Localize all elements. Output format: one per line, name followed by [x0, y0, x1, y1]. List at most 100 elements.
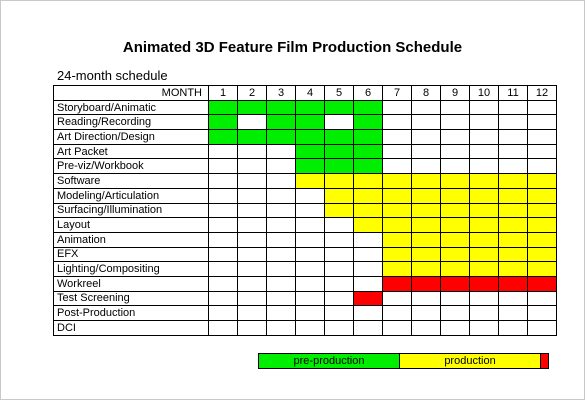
schedule-cell: [527, 320, 557, 336]
schedule-cell: [237, 129, 267, 145]
month-header-label: MONTH: [53, 85, 209, 101]
schedule-cell: [324, 261, 354, 277]
schedule-cell: [353, 261, 383, 277]
schedule-cell: [295, 320, 325, 336]
schedule-cell: [498, 231, 528, 248]
schedule-cell: [382, 129, 412, 145]
schedule-cell: [266, 275, 296, 292]
task-name: Reading/Recording: [53, 114, 209, 131]
task-row: Software: [53, 173, 557, 189]
schedule-cell: [353, 99, 383, 116]
schedule-cell: [498, 246, 528, 263]
task-row: Test Screening: [53, 290, 557, 307]
schedule-cell: [498, 320, 528, 336]
task-row: Storyboard/Animatic: [53, 99, 557, 116]
month-header-1: 1: [208, 85, 238, 101]
schedule-cell: [208, 305, 238, 321]
schedule-cell: [353, 143, 383, 160]
schedule-cell: [469, 129, 499, 145]
header-row: MONTH 1 2 3 4 5 6 7 8 9 10 11 12: [53, 85, 557, 101]
schedule-cell: [469, 158, 499, 175]
task-name: Lighting/Compositing: [53, 261, 209, 277]
schedule-cell: [382, 231, 412, 248]
schedule-cell: [208, 143, 238, 160]
schedule-cell: [498, 305, 528, 321]
schedule-cell: [440, 275, 470, 292]
schedule-cell: [498, 129, 528, 145]
schedule-cell: [237, 99, 267, 116]
schedule-cell: [295, 114, 325, 131]
schedule-cell: [324, 290, 354, 307]
schedule-cell: [527, 114, 557, 131]
schedule-cell: [237, 246, 267, 263]
schedule-cell: [266, 114, 296, 131]
schedule-cell: [208, 158, 238, 175]
schedule-cell: [353, 173, 383, 189]
month-header-11: 11: [498, 85, 528, 101]
month-header-3: 3: [266, 85, 296, 101]
schedule-cell: [295, 158, 325, 175]
task-row: Animation: [53, 231, 557, 248]
month-header-12: 12: [527, 85, 557, 101]
task-row: DCI: [53, 320, 557, 336]
schedule-cell: [237, 290, 267, 307]
schedule-cell: [440, 143, 470, 160]
schedule-cell: [237, 173, 267, 189]
schedule-cell: [266, 99, 296, 116]
schedule-cell: [498, 143, 528, 160]
task-row: Layout: [53, 217, 557, 233]
schedule-cell: [382, 320, 412, 336]
schedule-cell: [353, 290, 383, 307]
schedule-cell: [208, 290, 238, 307]
schedule-cell: [469, 143, 499, 160]
page-subtitle: 24-month schedule: [57, 68, 168, 83]
schedule-cell: [527, 261, 557, 277]
schedule-cell: [469, 320, 499, 336]
task-name: Art Packet: [53, 143, 209, 160]
task-row: EFX: [53, 246, 557, 263]
schedule-cell: [353, 158, 383, 175]
schedule-cell: [353, 305, 383, 321]
schedule-cell: [411, 320, 441, 336]
task-name: Post-Production: [53, 305, 209, 321]
schedule-cell: [353, 129, 383, 145]
schedule-cell: [382, 305, 412, 321]
schedule-cell: [266, 158, 296, 175]
schedule-cell: [498, 261, 528, 277]
task-row: Pre-viz/Workbook: [53, 158, 557, 175]
schedule-cell: [237, 320, 267, 336]
schedule-cell: [469, 290, 499, 307]
schedule-cell: [382, 187, 412, 204]
schedule-cell: [527, 275, 557, 292]
schedule-cell: [237, 217, 267, 233]
schedule-cell: [208, 129, 238, 145]
schedule-cell: [440, 217, 470, 233]
schedule-cell: [382, 143, 412, 160]
schedule-cell: [353, 187, 383, 204]
schedule-cell: [353, 202, 383, 219]
schedule-cell: [469, 187, 499, 204]
schedule-cell: [411, 231, 441, 248]
page-title: Animated 3D Feature Film Production Sche…: [122, 39, 463, 56]
schedule-cell: [208, 187, 238, 204]
schedule-cell: [237, 202, 267, 219]
schedule-cell: [324, 217, 354, 233]
schedule-cell: [324, 114, 354, 131]
schedule-cell: [527, 246, 557, 263]
schedule-cell: [208, 114, 238, 131]
task-name: Test Screening: [53, 290, 209, 307]
schedule-cell: [324, 99, 354, 116]
schedule-cell: [324, 320, 354, 336]
schedule-table: MONTH 1 2 3 4 5 6 7 8 9 10 11 12 Storyboard/Animati…: [53, 85, 557, 336]
schedule-cell: [440, 114, 470, 131]
schedule-cell: [324, 158, 354, 175]
schedule-cell: [411, 246, 441, 263]
schedule-cell: [295, 202, 325, 219]
schedule-cell: [208, 231, 238, 248]
schedule-cell: [411, 187, 441, 204]
task-name: Storyboard/Animatic: [53, 99, 209, 116]
legend-item: [540, 354, 548, 368]
schedule-cell: [382, 217, 412, 233]
schedule-cell: [440, 305, 470, 321]
schedule-cell: [266, 290, 296, 307]
